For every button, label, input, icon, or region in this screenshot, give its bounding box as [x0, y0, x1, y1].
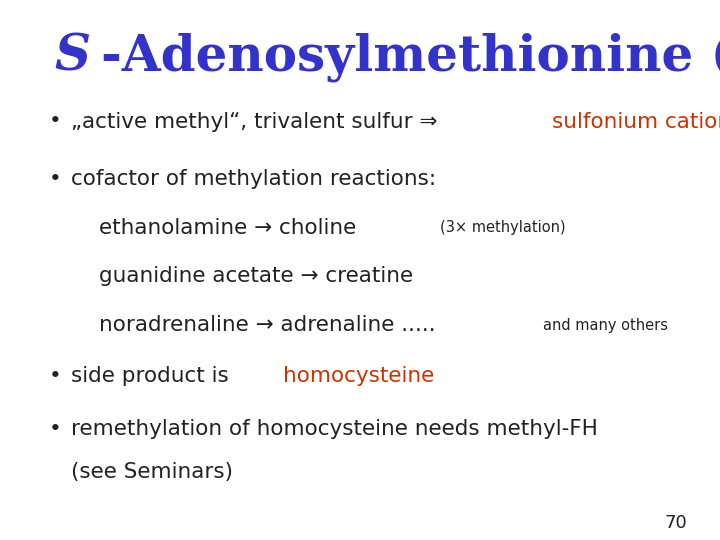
Text: 70: 70 — [665, 514, 688, 532]
Text: cofactor of methylation reactions:: cofactor of methylation reactions: — [71, 169, 436, 190]
Text: S: S — [54, 32, 90, 81]
Text: •: • — [49, 418, 62, 439]
Text: guanidine acetate → creatine: guanidine acetate → creatine — [99, 266, 413, 287]
Text: noradrenaline → adrenaline .....: noradrenaline → adrenaline ..... — [99, 315, 443, 335]
Text: -Adenosylmethionine (SAM): -Adenosylmethionine (SAM) — [101, 32, 720, 82]
Text: (3× methylation): (3× methylation) — [440, 220, 566, 235]
Text: sulfonium cation: sulfonium cation — [552, 111, 720, 132]
Text: •: • — [49, 366, 62, 387]
Text: •: • — [49, 169, 62, 190]
Text: ethanolamine → choline: ethanolamine → choline — [99, 218, 364, 238]
Text: side product is: side product is — [71, 366, 235, 387]
Text: and many others: and many others — [543, 318, 667, 333]
Text: (see Seminars): (see Seminars) — [71, 462, 233, 482]
Text: •: • — [49, 111, 62, 132]
Text: remethylation of homocysteine needs methyl-FH: remethylation of homocysteine needs meth… — [71, 418, 598, 439]
Text: homocysteine: homocysteine — [283, 366, 434, 387]
Text: „active methyl“, trivalent sulfur ⇒: „active methyl“, trivalent sulfur ⇒ — [71, 111, 444, 132]
